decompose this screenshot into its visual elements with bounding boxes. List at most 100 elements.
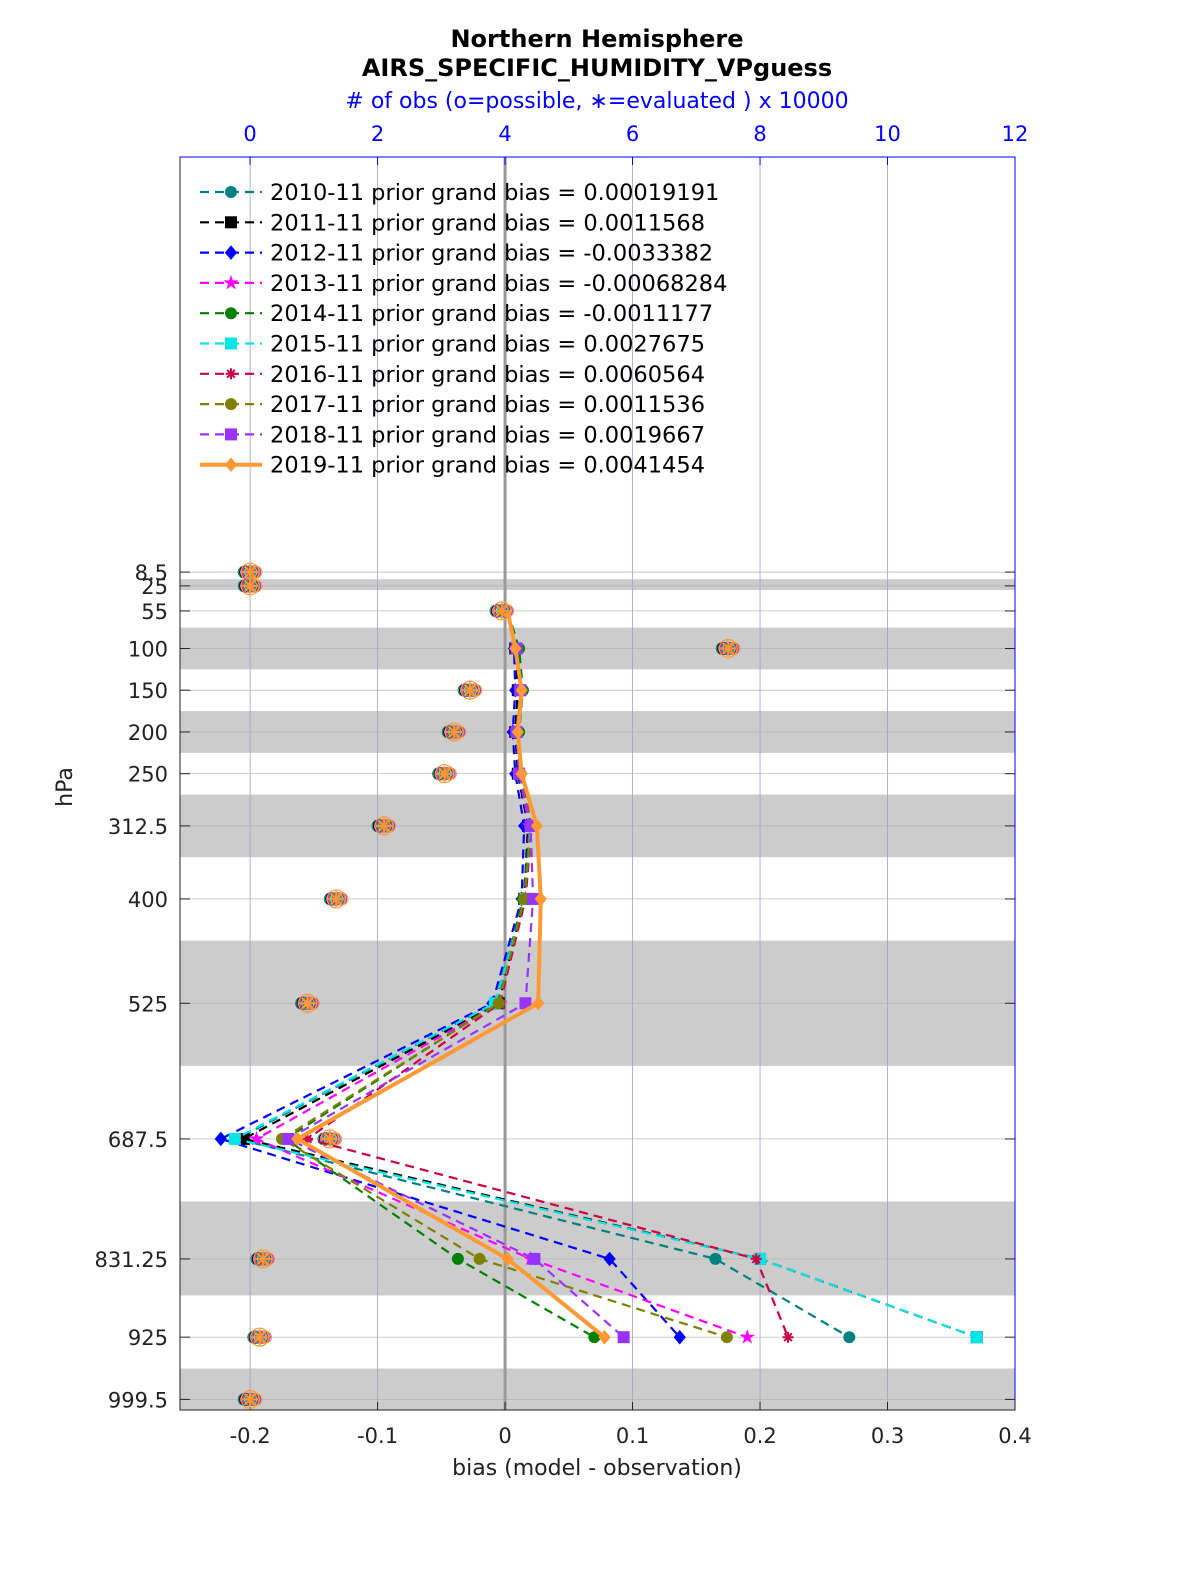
chart-title: Northern Hemisphere xyxy=(450,25,743,53)
legend-marker-4 xyxy=(225,307,237,320)
x-tick-label-2: 0 xyxy=(498,1424,511,1448)
obs-count-markers xyxy=(237,562,741,1409)
top-tick-label-5: 10 xyxy=(874,122,901,146)
legend-marker-5 xyxy=(225,337,237,350)
series-point-5-8 xyxy=(228,1132,241,1145)
y-tick-label-11: 831.25 xyxy=(95,1248,168,1272)
obs-evaluated-marker xyxy=(254,1250,271,1267)
obs-evaluated-marker xyxy=(242,577,259,594)
obs-evaluated-marker xyxy=(493,602,510,619)
series-point-3-8 xyxy=(248,1130,265,1146)
obs-possible-marker xyxy=(253,1249,273,1269)
top-tick-label-4: 8 xyxy=(753,122,766,146)
obs-possible-marker xyxy=(444,722,464,742)
obs-evaluated-marker xyxy=(242,1391,259,1408)
obs-possible-marker xyxy=(250,1327,270,1347)
series-point-9-4 xyxy=(515,766,528,781)
obs-evaluated-marker xyxy=(321,1130,338,1147)
y-tick-label-13: 999.5 xyxy=(108,1388,168,1412)
legend-marker-0 xyxy=(225,186,237,198)
y-tick-label-2: 55 xyxy=(141,600,168,624)
y-tick-label-10: 687.5 xyxy=(108,1128,168,1152)
x-tick-label-5: 0.3 xyxy=(871,1424,904,1448)
legend: 2010-11 prior grand bias = 0.00019191 201… xyxy=(200,180,727,479)
legend-entry-7: 2017-11 prior grand bias = 0.0011536 xyxy=(270,392,705,418)
y-tick-label-7: 312.5 xyxy=(108,815,168,839)
legend-entry-9: 2019-11 prior grand bias = 0.0041454 xyxy=(270,453,705,479)
obs-possible-marker xyxy=(240,576,260,596)
top-tick-label-3: 6 xyxy=(626,122,639,146)
x-tick-label-1: -0.1 xyxy=(357,1424,398,1448)
legend-entry-4: 2014-11 prior grand bias = -0.0011177 xyxy=(270,301,713,327)
obs-evaluated-marker xyxy=(251,1329,268,1346)
obs-evaluated-marker xyxy=(436,765,453,782)
series-point-2-9 xyxy=(603,1251,616,1267)
obs-evaluated-marker xyxy=(328,890,345,907)
y-tick-label-5: 200 xyxy=(128,721,168,745)
series-point-9-6 xyxy=(534,891,547,907)
legend-marker-3 xyxy=(223,274,239,290)
series-point-5-10 xyxy=(970,1331,983,1344)
plot-background xyxy=(180,157,1015,1410)
top-tick-label-6: 12 xyxy=(1002,122,1029,146)
x-tick-label-6: 0.4 xyxy=(998,1424,1031,1448)
top-axis-label: # of obs (o=possible, ∗=evaluated ) x 10… xyxy=(345,89,848,114)
series-point-6-10 xyxy=(782,1331,794,1343)
legend-entry-8: 2018-11 prior grand bias = 0.0019667 xyxy=(270,422,705,448)
series-point-3-10 xyxy=(739,1329,756,1344)
series-point-9-10 xyxy=(598,1329,611,1345)
legend-marker-7 xyxy=(225,398,237,411)
series-point-9-5 xyxy=(530,818,544,834)
obs-possible-marker xyxy=(434,764,455,784)
series-point-9-1 xyxy=(509,641,522,656)
series-point-7-9 xyxy=(473,1252,486,1265)
y-tick-label-3: 100 xyxy=(128,637,168,661)
series-point-9-7 xyxy=(532,995,545,1011)
y-tick-label-1: 25 xyxy=(141,575,168,599)
layer-band-6 xyxy=(180,1368,1015,1410)
series-point-6-8 xyxy=(301,1133,313,1145)
obs-possible-marker xyxy=(240,1389,260,1409)
series-point-7-10 xyxy=(720,1331,733,1344)
top-tick-label-0: 0 xyxy=(243,122,256,146)
legend-marker-1 xyxy=(225,216,237,229)
y-tick-label-4: 150 xyxy=(128,679,168,703)
y-tick-label-8: 400 xyxy=(128,888,168,912)
x-tick-label-0: -0.2 xyxy=(230,1424,271,1448)
y-tick-label-0: 8.5 xyxy=(135,561,168,585)
obs-possible-marker xyxy=(374,816,394,836)
series-point-9-3 xyxy=(511,724,524,740)
obs-possible-marker xyxy=(320,1129,340,1149)
obs-possible-marker xyxy=(297,993,318,1013)
obs-evaluated-marker xyxy=(299,995,316,1012)
obs-possible-marker xyxy=(460,680,480,700)
series-point-9-8 xyxy=(291,1131,304,1147)
series-point-2-8 xyxy=(214,1131,227,1147)
series-9 xyxy=(291,610,611,1345)
series-point-4-9 xyxy=(451,1252,464,1265)
series-point-8-9 xyxy=(528,1252,541,1265)
chart-subtitle: AIRS_SPECIFIC_HUMIDITY_VPguess xyxy=(362,54,832,82)
obs-possible-marker xyxy=(326,889,346,909)
obs-evaluated-marker xyxy=(720,640,737,657)
legend-entry-6: 2016-11 prior grand bias = 0.0060564 xyxy=(270,362,705,388)
obs-evaluated-marker xyxy=(446,723,463,740)
series-point-9-9 xyxy=(501,1251,514,1267)
x-tick-label-3: 0.1 xyxy=(616,1424,649,1448)
obs-possible-marker xyxy=(718,638,738,659)
y-tick-label-9: 525 xyxy=(128,992,168,1016)
x-axis-label: bias (model - observation) xyxy=(452,1456,742,1481)
obs-evaluated-marker xyxy=(375,817,392,834)
series-point-6-9 xyxy=(750,1253,762,1265)
obs-evaluated-marker xyxy=(462,682,479,699)
layer-band-0 xyxy=(180,579,1015,591)
obs-possible-marker xyxy=(492,601,512,621)
legend-entry-1: 2011-11 prior grand bias = 0.0011568 xyxy=(270,210,705,236)
series-point-0-9 xyxy=(709,1252,722,1265)
legend-entry-5: 2015-11 prior grand bias = 0.0027675 xyxy=(270,332,705,358)
series-point-2-10 xyxy=(673,1329,686,1345)
series-point-9-2 xyxy=(515,682,528,698)
y-tick-label-12: 925 xyxy=(128,1326,168,1350)
